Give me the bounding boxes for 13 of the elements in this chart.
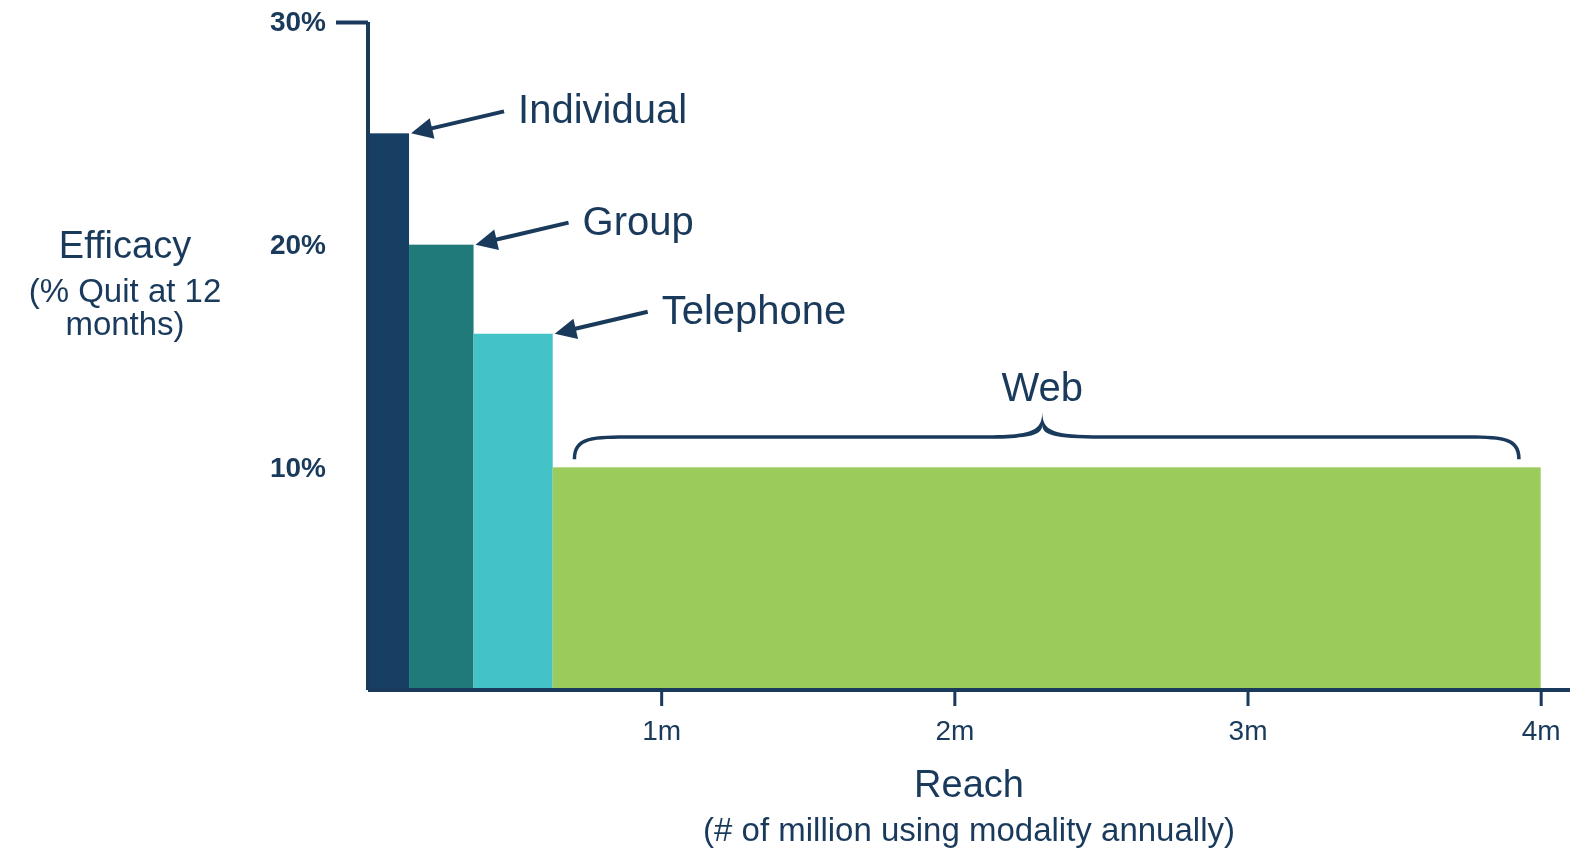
x-axis-title: Reach (# of million using modality annually) — [703, 763, 1235, 848]
x-tick-label: 3m — [1228, 714, 1268, 746]
annotation: Individual — [518, 87, 688, 132]
annotation: Telephone — [661, 287, 847, 332]
x-tick-label: 2m — [935, 714, 975, 746]
y-axis-title: Efficacy (% Quit at 12 months) — [28, 224, 222, 342]
annotation: Group — [582, 198, 694, 243]
annotation: Web — [1001, 365, 1084, 410]
x-tick-label: 4m — [1521, 714, 1561, 746]
y-tick-label: 20% — [269, 229, 327, 261]
y-tick-label: 30% — [269, 6, 327, 38]
y-tick-label: 10% — [269, 451, 327, 483]
x-tick-label: 1m — [642, 714, 682, 746]
